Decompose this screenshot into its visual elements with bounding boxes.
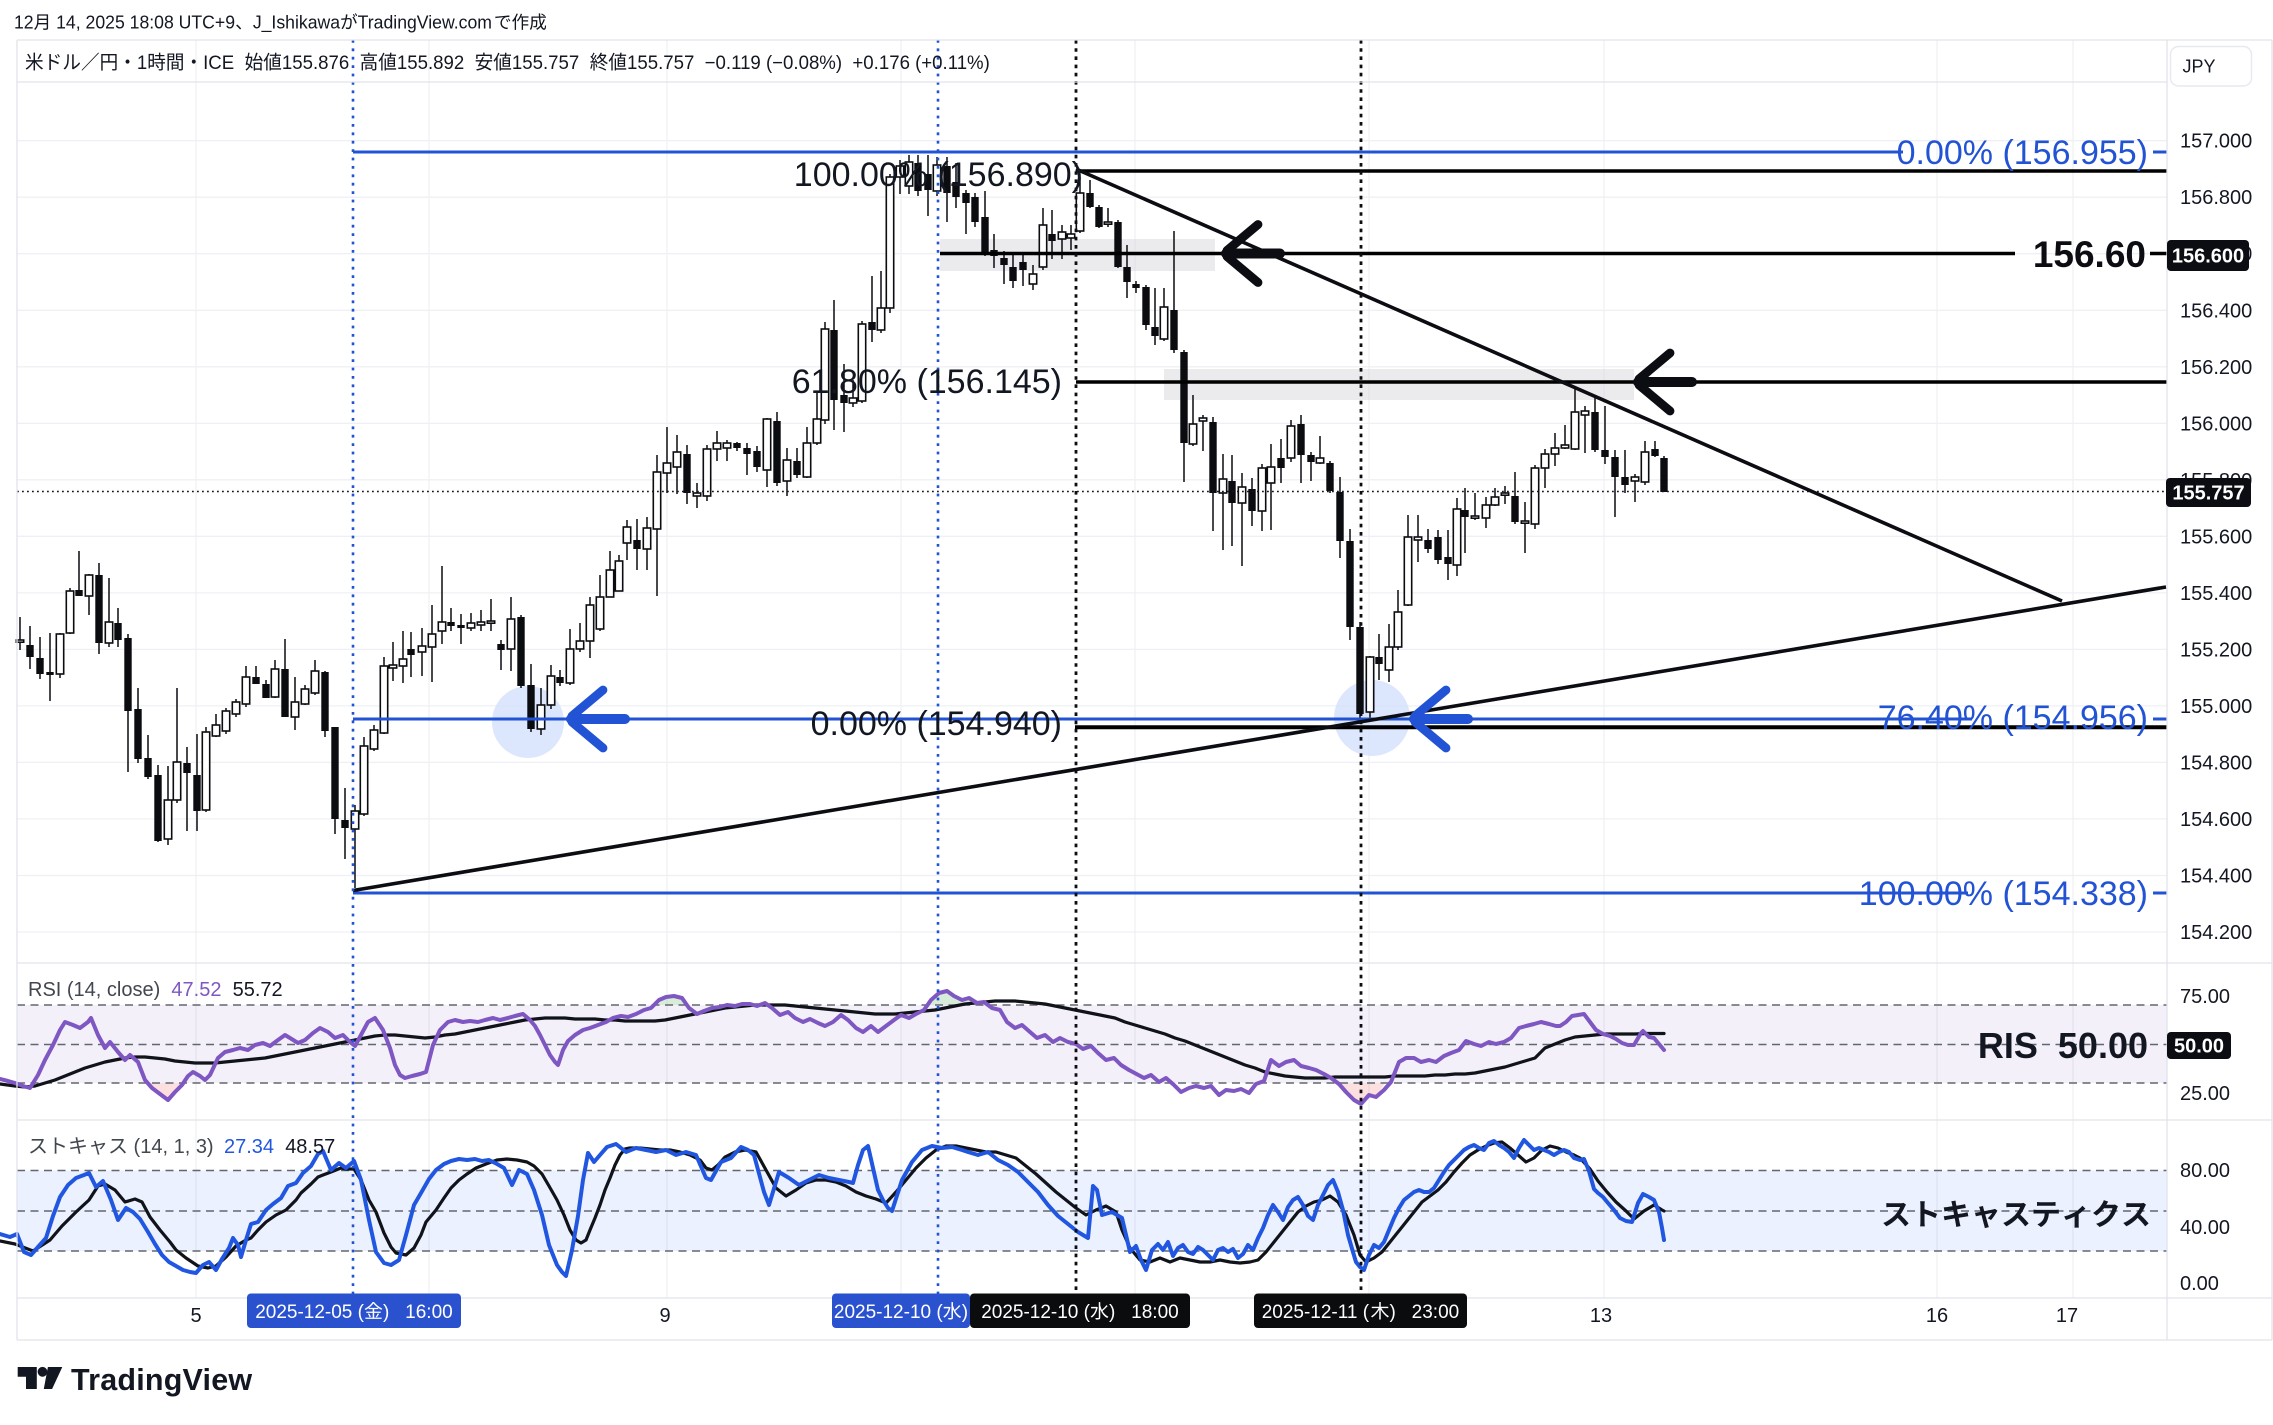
svg-text:100.00% (154.338): 100.00% (154.338) [1859, 875, 2148, 913]
svg-text:156.400: 156.400 [2180, 300, 2252, 322]
svg-text:2025-12-10 (: 2025-12-10 ( [834, 1302, 943, 1323]
svg-text:154.400: 154.400 [2180, 866, 2252, 888]
svg-text:155.200: 155.200 [2180, 639, 2252, 661]
svg-text:2025-12-11 (: 2025-12-11 ( [1262, 1302, 1370, 1323]
svg-text:TradingView: TradingView [71, 1363, 252, 1397]
svg-text:61.80% (156.145): 61.80% (156.145) [792, 363, 1062, 401]
svg-text:JPY: JPY [2182, 57, 2215, 77]
svg-text:75.00: 75.00 [2180, 986, 2230, 1008]
svg-text:157.000: 157.000 [2180, 131, 2252, 153]
svg-text:50.00: 50.00 [2174, 1036, 2224, 1058]
svg-text:16: 16 [1926, 1305, 1948, 1327]
svg-text:12: 12 [14, 12, 34, 32]
svg-text:154.800: 154.800 [2180, 752, 2252, 774]
svg-text:155.892: 155.892 [397, 53, 475, 74]
svg-text:80.00: 80.00 [2180, 1160, 2230, 1182]
svg-text:RSI (14, close) 47.52 55.72: RSI (14, close) 47.52 55.72 [28, 979, 283, 1001]
svg-text:154.200: 154.200 [2180, 922, 2252, 944]
svg-text:17: 17 [2056, 1305, 2078, 1327]
svg-text:9: 9 [659, 1305, 670, 1327]
svg-text:156.600: 156.600 [2172, 246, 2244, 268]
svg-text:156.200: 156.200 [2180, 357, 2252, 379]
svg-text:1: 1 [137, 53, 147, 74]
svg-text:RIS 50.00: RIS 50.00 [1978, 1025, 2148, 1066]
svg-text:2025-12-10 (: 2025-12-10 ( [981, 1302, 1090, 1323]
svg-text:155.600: 155.600 [2180, 526, 2252, 548]
svg-text:156.800: 156.800 [2180, 187, 2252, 209]
svg-text:154.600: 154.600 [2180, 809, 2252, 831]
svg-text:ICE: ICE [203, 53, 244, 74]
svg-text:155.000: 155.000 [2180, 696, 2252, 718]
svg-text:25.00: 25.00 [2180, 1083, 2230, 1105]
svg-text:76.40% (154.956): 76.40% (154.956) [1878, 699, 2148, 737]
svg-text:27.34 48.57: 27.34 48.57 [224, 1136, 335, 1158]
svg-text:100.00% (156.890): 100.00% (156.890) [794, 156, 1083, 194]
svg-text:0.00% (156.955): 0.00% (156.955) [1897, 134, 2148, 172]
svg-text:0.00: 0.00 [2180, 1273, 2219, 1295]
svg-text:14, 2025 18:08 UTC+9: 14, 2025 18:08 UTC+9 [51, 12, 235, 32]
svg-text:156.60: 156.60 [2033, 234, 2146, 275]
svg-text:155.757 −0.119 (−0.08%) +0.1: 155.757 −0.119 (−0.08%) +0.176 (+0.11%) [627, 53, 990, 74]
svg-text:155.400: 155.400 [2180, 583, 2252, 605]
svg-text:2025-12-05 (: 2025-12-05 ( [255, 1302, 364, 1323]
svg-text:J_Ishikawa: J_Ishikawa [253, 12, 340, 33]
svg-text:) 23:00: ) 23:00 [1390, 1302, 1460, 1323]
svg-text:5: 5 [190, 1305, 201, 1327]
svg-text:) 16:00: ) 16:00 [383, 1302, 453, 1323]
svg-text:155.757: 155.757 [512, 53, 590, 74]
svg-text:TradingView.com: TradingView.com [358, 12, 492, 32]
svg-text:155.876: 155.876 [282, 53, 360, 74]
svg-text:): ) [962, 1302, 968, 1323]
svg-text:0.00% (154.940): 0.00% (154.940) [811, 705, 1062, 743]
svg-text:155.757: 155.757 [2172, 483, 2244, 505]
svg-text:(14, 1, 3): (14, 1, 3) [128, 1136, 214, 1158]
svg-text:) 18:00: ) 18:00 [1109, 1302, 1179, 1323]
svg-text:13: 13 [1590, 1305, 1612, 1327]
svg-text:40.00: 40.00 [2180, 1217, 2230, 1239]
svg-text:156.000: 156.000 [2180, 413, 2252, 435]
